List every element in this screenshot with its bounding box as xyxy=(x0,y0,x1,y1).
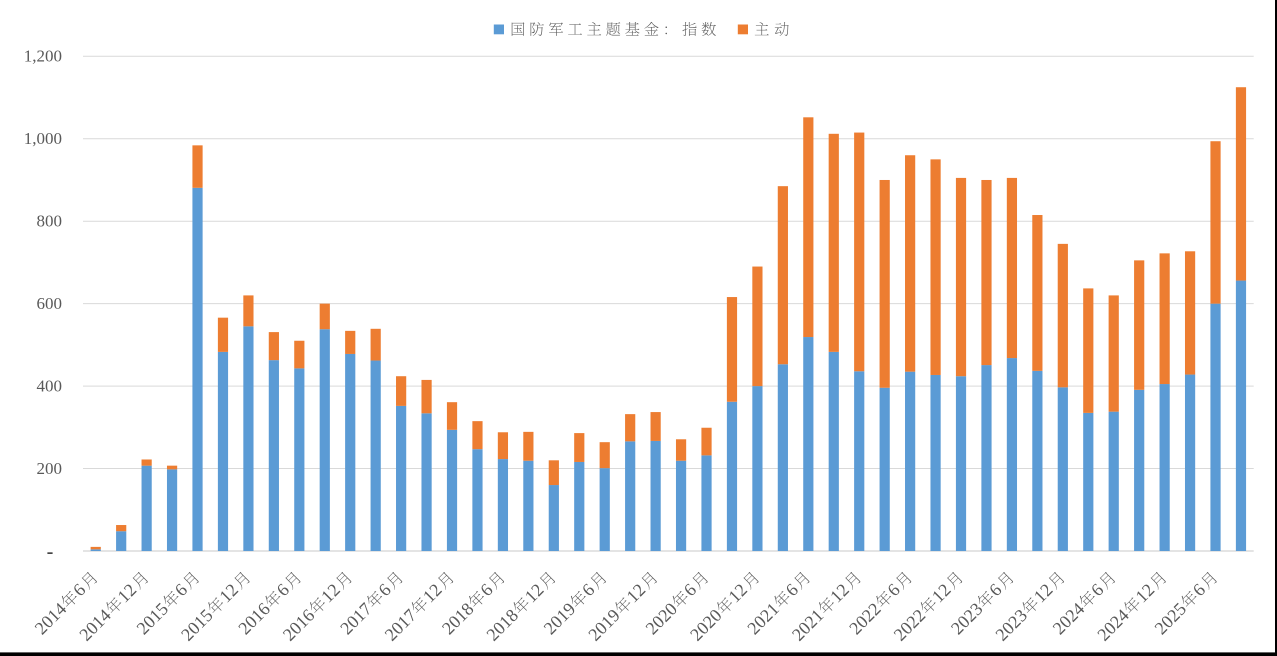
svg-text:600: 600 xyxy=(37,294,63,313)
svg-text:1,200: 1,200 xyxy=(24,47,62,66)
svg-text:800: 800 xyxy=(37,212,63,231)
svg-text:1,000: 1,000 xyxy=(24,129,62,148)
svg-text:400: 400 xyxy=(37,377,63,396)
svg-text:200: 200 xyxy=(37,459,63,478)
